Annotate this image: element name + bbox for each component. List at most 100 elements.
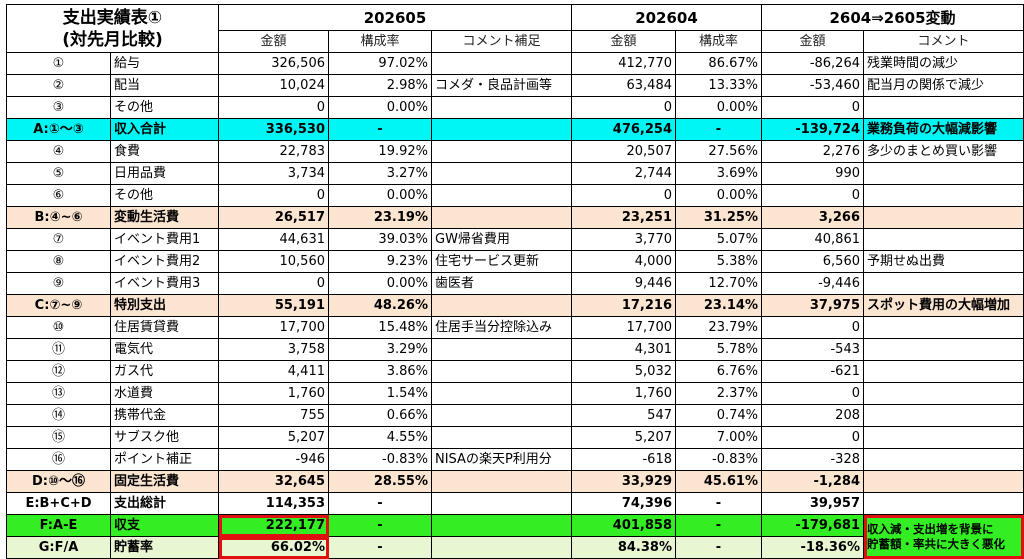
amount-current-cell[interactable]: 114,353 — [218, 492, 329, 515]
ratio-current-cell[interactable]: 0.00% — [328, 96, 432, 119]
comment-current-cell[interactable] — [431, 206, 572, 229]
amount-diff-cell[interactable]: 208 — [761, 404, 864, 427]
amount-current-cell[interactable]: 10,024 — [218, 74, 329, 97]
amount-previous-cell[interactable]: 9,446 — [571, 272, 676, 295]
comment-current-cell[interactable] — [431, 492, 572, 515]
comment-current-cell[interactable] — [431, 96, 572, 119]
amount-previous-cell[interactable]: 412,770 — [571, 52, 676, 75]
ratio-current-cell[interactable]: 3.27% — [328, 162, 432, 185]
row-id-cell[interactable]: C:⑦~⑨ — [6, 294, 111, 317]
amount-current-cell[interactable]: 1,760 — [218, 382, 329, 405]
col-comment-current[interactable]: コメント補足 — [431, 30, 572, 53]
amount-previous-cell[interactable]: 401,858 — [571, 514, 676, 537]
ratio-previous-cell[interactable]: 27.56% — [675, 140, 762, 163]
amount-current-cell[interactable]: 10,560 — [218, 250, 329, 273]
ratio-previous-cell[interactable]: - — [675, 514, 762, 537]
comment-diff-cell[interactable] — [863, 448, 1024, 471]
amount-current-cell[interactable]: -946 — [218, 448, 329, 471]
item-name-cell[interactable]: 日用品費 — [110, 162, 219, 185]
ratio-previous-cell[interactable]: 5.07% — [675, 228, 762, 251]
row-id-cell[interactable]: B:④~⑥ — [6, 206, 111, 229]
ratio-previous-cell[interactable]: 5.38% — [675, 250, 762, 273]
item-name-cell[interactable]: イベント費用3 — [110, 272, 219, 295]
row-id-cell[interactable]: ⑧ — [6, 250, 111, 273]
amount-current-cell[interactable]: 5,207 — [218, 426, 329, 449]
item-name-cell[interactable]: 配当 — [110, 74, 219, 97]
item-name-cell[interactable]: サブスク他 — [110, 426, 219, 449]
amount-diff-cell[interactable]: 0 — [761, 96, 864, 119]
ratio-current-cell[interactable]: 3.29% — [328, 338, 432, 361]
amount-diff-cell[interactable]: -139,724 — [761, 118, 864, 141]
amount-current-cell[interactable]: 222,177 — [218, 514, 329, 537]
ratio-current-cell[interactable]: 1.54% — [328, 382, 432, 405]
amount-current-cell[interactable]: 326,506 — [218, 52, 329, 75]
row-id-cell[interactable]: F:A-E — [6, 514, 111, 537]
amount-diff-cell[interactable]: -621 — [761, 360, 864, 383]
amount-previous-cell[interactable]: 476,254 — [571, 118, 676, 141]
comment-current-cell[interactable] — [431, 294, 572, 317]
amount-previous-cell[interactable]: 33,929 — [571, 470, 676, 493]
amount-diff-cell[interactable]: 40,861 — [761, 228, 864, 251]
ratio-previous-cell[interactable]: 7.00% — [675, 426, 762, 449]
ratio-current-cell[interactable]: 0.66% — [328, 404, 432, 427]
amount-current-cell[interactable]: 44,631 — [218, 228, 329, 251]
col-amount-previous[interactable]: 金額 — [571, 30, 676, 53]
ratio-previous-cell[interactable]: 86.67% — [675, 52, 762, 75]
item-name-cell[interactable]: 変動生活費 — [110, 206, 219, 229]
amount-current-cell[interactable]: 0 — [218, 184, 329, 207]
comment-current-cell[interactable] — [431, 360, 572, 383]
ratio-previous-cell[interactable]: 31.25% — [675, 206, 762, 229]
comment-diff-cell[interactable]: 業務負荷の大幅減影響 — [863, 118, 1024, 141]
amount-previous-cell[interactable]: 74,396 — [571, 492, 676, 515]
comment-current-cell[interactable]: 歯医者 — [431, 272, 572, 295]
amount-diff-cell[interactable]: 0 — [761, 184, 864, 207]
item-name-cell[interactable]: 固定生活費 — [110, 470, 219, 493]
ratio-current-cell[interactable]: 0.00% — [328, 272, 432, 295]
comment-current-cell[interactable] — [431, 338, 572, 361]
col-ratio-current[interactable]: 構成率 — [328, 30, 432, 53]
row-id-cell[interactable]: ① — [6, 52, 111, 75]
period-current[interactable]: 202605 — [218, 4, 572, 31]
comment-current-cell[interactable] — [431, 514, 572, 537]
ratio-previous-cell[interactable]: 2.37% — [675, 382, 762, 405]
comment-current-cell[interactable] — [431, 52, 572, 75]
amount-diff-cell[interactable]: -179,681 — [761, 514, 864, 537]
ratio-current-cell[interactable]: 3.86% — [328, 360, 432, 383]
ratio-current-cell[interactable]: 2.98% — [328, 74, 432, 97]
comment-diff-cell[interactable] — [863, 228, 1024, 251]
ratio-current-cell[interactable]: - — [328, 492, 432, 515]
comment-diff-cell[interactable] — [863, 426, 1024, 449]
amount-diff-cell[interactable]: 39,957 — [761, 492, 864, 515]
item-name-cell[interactable]: 住居賃貸費 — [110, 316, 219, 339]
amount-current-cell[interactable]: 55,191 — [218, 294, 329, 317]
ratio-previous-cell[interactable]: 23.79% — [675, 316, 762, 339]
ratio-previous-cell[interactable]: 0.74% — [675, 404, 762, 427]
item-name-cell[interactable]: 電気代 — [110, 338, 219, 361]
comment-diff-cell[interactable] — [863, 316, 1024, 339]
amount-previous-cell[interactable]: 20,507 — [571, 140, 676, 163]
ratio-current-cell[interactable]: 39.03% — [328, 228, 432, 251]
comment-current-cell[interactable]: 住居手当分控除込み — [431, 316, 572, 339]
ratio-current-cell[interactable]: 48.26% — [328, 294, 432, 317]
ratio-previous-cell[interactable]: 45.61% — [675, 470, 762, 493]
amount-diff-cell[interactable]: -9,446 — [761, 272, 864, 295]
amount-diff-cell[interactable]: -1,284 — [761, 470, 864, 493]
comment-diff-cell[interactable] — [863, 470, 1024, 493]
comment-current-cell[interactable] — [431, 404, 572, 427]
amount-previous-cell[interactable]: 23,251 — [571, 206, 676, 229]
col-amount-diff[interactable]: 金額 — [761, 30, 864, 53]
item-name-cell[interactable]: ポイント補正 — [110, 448, 219, 471]
ratio-previous-cell[interactable]: 6.76% — [675, 360, 762, 383]
row-id-cell[interactable]: ⑭ — [6, 404, 111, 427]
comment-diff-cell[interactable]: スポット費用の大幅増加 — [863, 294, 1024, 317]
item-name-cell[interactable]: 特別支出 — [110, 294, 219, 317]
ratio-current-cell[interactable]: 0.00% — [328, 184, 432, 207]
comment-current-cell[interactable] — [431, 184, 572, 207]
ratio-current-cell[interactable]: 28.55% — [328, 470, 432, 493]
item-name-cell[interactable]: 収支 — [110, 514, 219, 537]
amount-diff-cell[interactable]: 0 — [761, 426, 864, 449]
comment-diff-cell[interactable]: 配当月の関係で減少 — [863, 74, 1024, 97]
amount-current-cell[interactable]: 3,734 — [218, 162, 329, 185]
item-name-cell[interactable]: ガス代 — [110, 360, 219, 383]
amount-diff-cell[interactable]: 37,975 — [761, 294, 864, 317]
